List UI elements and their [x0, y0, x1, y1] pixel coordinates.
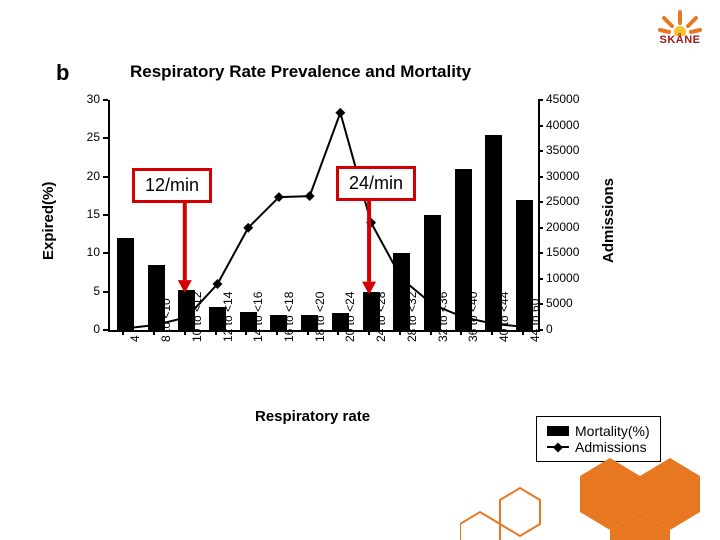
callout-arrow	[0, 0, 720, 540]
page: { "logo":{"text":"SKÅNE","brand_color":"…	[0, 0, 720, 540]
